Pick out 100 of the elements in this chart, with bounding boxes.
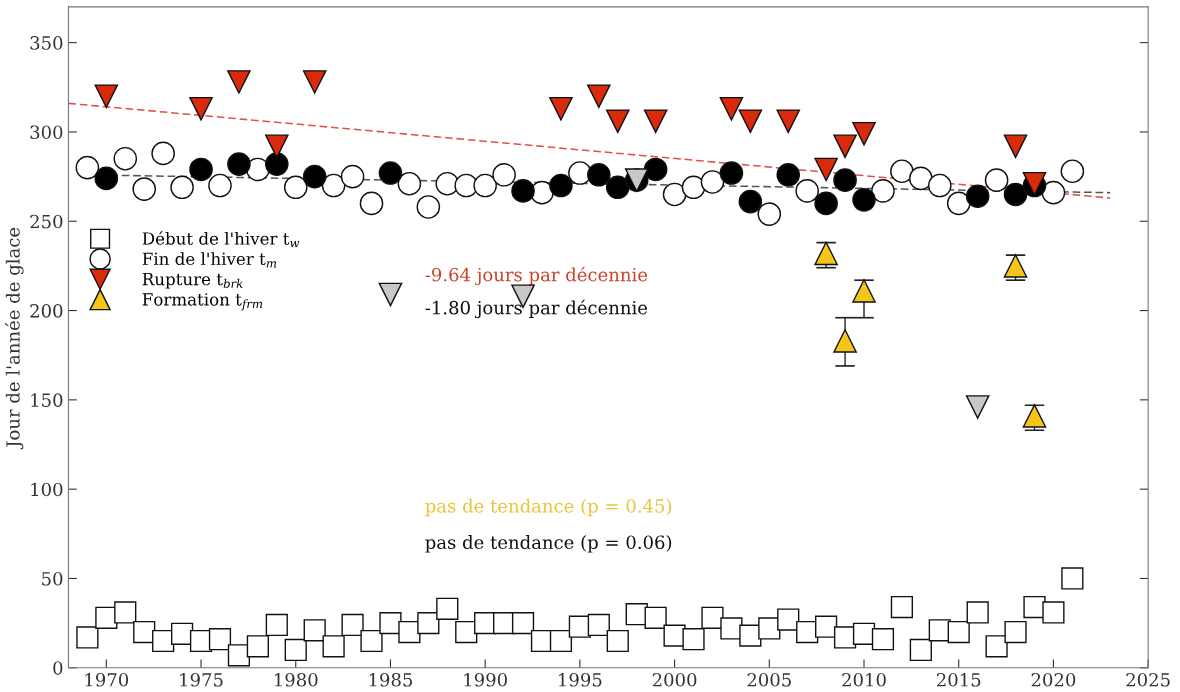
point — [1041, 180, 1066, 205]
point — [909, 638, 932, 662]
point — [340, 164, 365, 189]
point — [890, 159, 914, 184]
point — [946, 191, 971, 216]
point — [777, 608, 800, 631]
point — [75, 155, 100, 180]
y-tick-label: 200 — [30, 304, 63, 318]
point — [511, 179, 535, 203]
point — [605, 175, 630, 200]
x-tick-label: 1980 — [274, 672, 318, 687]
point — [549, 629, 573, 653]
annotation: pas de tendance (p = 0.06) — [425, 535, 672, 553]
point — [302, 70, 327, 94]
point — [246, 635, 269, 658]
y-tick-label: 0 — [53, 661, 63, 675]
point — [795, 179, 819, 203]
point — [587, 163, 611, 187]
point — [1060, 159, 1085, 184]
point — [114, 601, 137, 624]
legend-label: Formation t$_{frm}$ — [142, 293, 263, 311]
point — [984, 168, 1009, 192]
point — [321, 173, 346, 198]
point — [852, 279, 876, 303]
point — [833, 134, 857, 159]
point — [815, 615, 838, 638]
point — [511, 612, 535, 635]
y-tick-label: 350 — [30, 36, 63, 50]
point — [587, 613, 610, 637]
point — [113, 146, 138, 171]
x-tick-label: 2000 — [652, 672, 697, 687]
point — [758, 617, 781, 640]
point — [208, 173, 232, 198]
point — [719, 96, 744, 121]
point — [852, 188, 876, 212]
legend-label: Début de l'hiver t$_{w}$ — [142, 231, 300, 248]
point — [814, 157, 838, 182]
point — [151, 141, 175, 166]
x-tick-label: 1970 — [85, 672, 129, 687]
point — [701, 606, 724, 629]
point — [909, 166, 933, 191]
point — [303, 619, 326, 642]
y-tick-label: 50 — [42, 571, 63, 586]
point — [133, 620, 156, 644]
point — [378, 282, 403, 307]
point — [720, 617, 743, 640]
point — [682, 628, 705, 651]
point — [492, 163, 516, 187]
point — [455, 620, 478, 644]
point — [398, 620, 421, 644]
annotation: -1.80 jours par décennie — [425, 299, 648, 319]
point — [416, 195, 441, 219]
point — [927, 173, 952, 198]
point — [643, 109, 668, 134]
point — [435, 171, 460, 196]
point — [738, 189, 763, 214]
point — [871, 179, 895, 203]
point — [189, 157, 213, 182]
point — [890, 595, 914, 619]
point — [94, 166, 119, 191]
point — [833, 329, 857, 353]
point — [1003, 182, 1028, 207]
y-tick-label: 250 — [30, 214, 63, 229]
point — [264, 134, 289, 159]
point — [1061, 567, 1084, 590]
point — [776, 109, 801, 134]
point — [436, 597, 459, 620]
point — [360, 629, 383, 653]
point — [587, 84, 611, 109]
point — [757, 202, 782, 226]
point — [322, 635, 345, 658]
x-tick-label: 1990 — [464, 672, 507, 687]
x-tick-label: 2005 — [747, 672, 791, 687]
legend-label: Rupture t$_{brk}$ — [142, 272, 243, 289]
point — [379, 612, 402, 635]
legend-label: Fin de l'hiver t$_{m}$ — [142, 252, 277, 268]
point — [94, 84, 119, 109]
point — [681, 175, 706, 200]
point — [227, 644, 251, 667]
point — [284, 638, 307, 662]
y-axis-title: Jour de l'année de glace — [5, 227, 24, 450]
point — [852, 121, 876, 146]
point — [1003, 134, 1028, 159]
point — [643, 157, 668, 182]
y-tick-label: 150 — [31, 393, 63, 407]
point — [341, 613, 364, 637]
point — [966, 601, 989, 624]
x-tick-label: 1975 — [180, 672, 223, 687]
y-tick-label: 100 — [31, 482, 63, 497]
point — [265, 613, 288, 637]
x-tick-label: 1995 — [559, 672, 602, 687]
point — [264, 152, 289, 176]
point — [1004, 620, 1027, 644]
annotation: pas de tendance (p = 0.45) — [425, 498, 672, 517]
point — [776, 163, 801, 187]
point — [359, 191, 384, 216]
point — [871, 628, 895, 651]
point — [549, 173, 573, 198]
point — [549, 96, 573, 121]
point — [227, 70, 251, 94]
